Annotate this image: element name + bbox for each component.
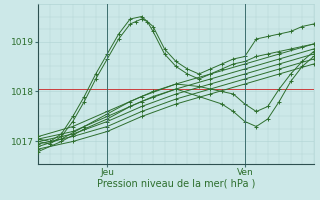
- X-axis label: Pression niveau de la mer( hPa ): Pression niveau de la mer( hPa ): [97, 179, 255, 189]
